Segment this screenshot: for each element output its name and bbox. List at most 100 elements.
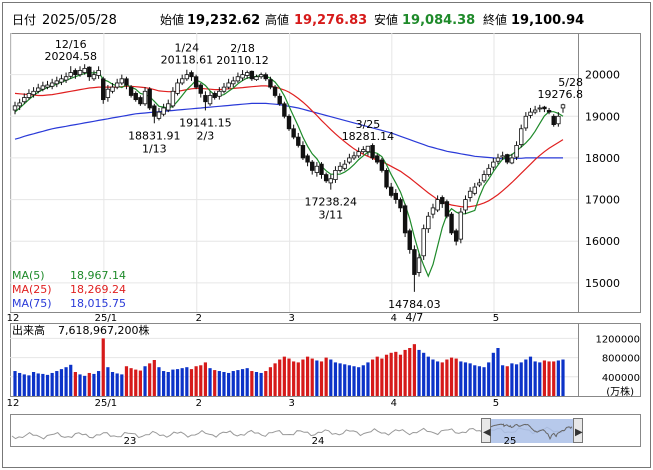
volume-bar <box>83 375 87 396</box>
annotation-date: 3/11 <box>318 209 343 222</box>
volume-bar <box>459 361 463 396</box>
candle-body <box>384 170 389 188</box>
volume-bars <box>13 338 565 396</box>
volume-bar <box>505 366 509 396</box>
candle-body <box>388 186 394 196</box>
candle-body <box>495 157 501 162</box>
candle-body <box>17 102 22 107</box>
candle-body <box>254 76 259 81</box>
volume-bar <box>287 358 291 396</box>
candle-body <box>258 74 264 78</box>
volume-bar <box>491 352 495 396</box>
candle-body <box>296 136 301 146</box>
candle-body <box>166 103 171 111</box>
volume-bar <box>92 373 96 396</box>
scroll-bar[interactable]: ◀ ▶ 23 24 25 <box>10 414 641 448</box>
candle-body <box>449 213 454 234</box>
volume-bar <box>375 356 379 396</box>
candle-body <box>198 84 203 94</box>
candle-body <box>119 78 125 84</box>
scroll-right-handle[interactable] <box>573 418 583 443</box>
volume-bar <box>59 369 64 396</box>
volume-bar <box>380 358 384 396</box>
scroll-left-handle[interactable] <box>481 418 491 443</box>
candle-body <box>286 115 292 130</box>
scroll-selection[interactable] <box>490 419 573 443</box>
candle-body <box>263 74 268 80</box>
open-value: 19,232.62 <box>187 13 260 28</box>
volume-value: 7,618,967,200株 <box>58 323 149 337</box>
candle-body <box>147 88 152 109</box>
candle-body <box>467 190 473 198</box>
volume-bar <box>129 368 133 396</box>
candle-body <box>59 78 64 83</box>
candle-body <box>337 165 343 171</box>
volume-bar <box>101 338 105 396</box>
annotation-date: 4/7 <box>406 311 424 324</box>
candle-body <box>514 145 519 158</box>
candle-body <box>532 109 538 113</box>
candle-body <box>77 70 83 76</box>
volume-x-tick-label: 3 <box>288 398 294 409</box>
candle-body <box>291 128 296 138</box>
candle-body <box>407 230 412 250</box>
volume-bar <box>106 367 110 396</box>
volume-bar <box>426 356 430 396</box>
candle-body <box>142 90 148 105</box>
volume-bar <box>143 366 147 396</box>
candle-body <box>347 157 352 163</box>
volume-bar <box>259 372 263 396</box>
price-axis-box <box>578 33 641 313</box>
candle-body <box>193 76 199 88</box>
price-y-tick-label: 18000 <box>585 152 620 165</box>
volume-y-ticks: 400000 800000 1200000 <box>595 334 640 383</box>
candle-body <box>477 182 482 186</box>
volume-bar <box>510 363 514 396</box>
volume-bar <box>240 369 245 396</box>
ma5-legend-value: 18,967.14 <box>70 269 126 282</box>
candle-body <box>226 82 231 88</box>
candle-body <box>170 90 176 107</box>
volume-bar <box>185 367 189 396</box>
volume-bar <box>120 374 124 396</box>
volume-bar <box>440 362 444 396</box>
low-label: 安値 <box>374 12 398 27</box>
candle-body <box>546 110 552 113</box>
volume-bar <box>73 372 77 396</box>
volume-bar <box>213 370 217 396</box>
volume-bar <box>366 362 370 396</box>
volume-bar <box>310 358 314 396</box>
candle-body <box>305 155 310 163</box>
volume-bar <box>501 365 505 396</box>
candle-body <box>73 70 78 76</box>
candle-body <box>453 230 459 242</box>
candle-body <box>217 90 222 97</box>
candle-body <box>379 159 385 171</box>
volume-bar <box>329 359 333 396</box>
candle-body <box>319 163 324 175</box>
candle-body <box>96 70 101 76</box>
price-x-tick-label: 4 <box>391 313 397 324</box>
candle-body <box>542 106 547 110</box>
candle-body <box>245 72 250 76</box>
close-label: 終値 <box>483 12 507 27</box>
volume-bar <box>208 368 212 396</box>
candle-body <box>40 85 46 90</box>
candle-body <box>310 161 315 171</box>
volume-bar <box>352 366 356 396</box>
volume-bar <box>13 371 17 396</box>
price-y-tick-label: 20000 <box>585 69 620 82</box>
candle-body <box>560 104 566 109</box>
candle-body <box>240 74 245 79</box>
annotation-date: 1/24 <box>174 42 199 55</box>
volume-bar <box>343 364 347 396</box>
candle-body <box>82 67 87 73</box>
annotation-value: 19276.8 <box>538 88 584 101</box>
volume-bar <box>278 359 282 396</box>
annotation-date: 2/18 <box>230 42 255 55</box>
volume-bar <box>87 372 91 396</box>
candle-body <box>509 157 515 164</box>
price-x-tick-label: 3 <box>288 313 294 324</box>
